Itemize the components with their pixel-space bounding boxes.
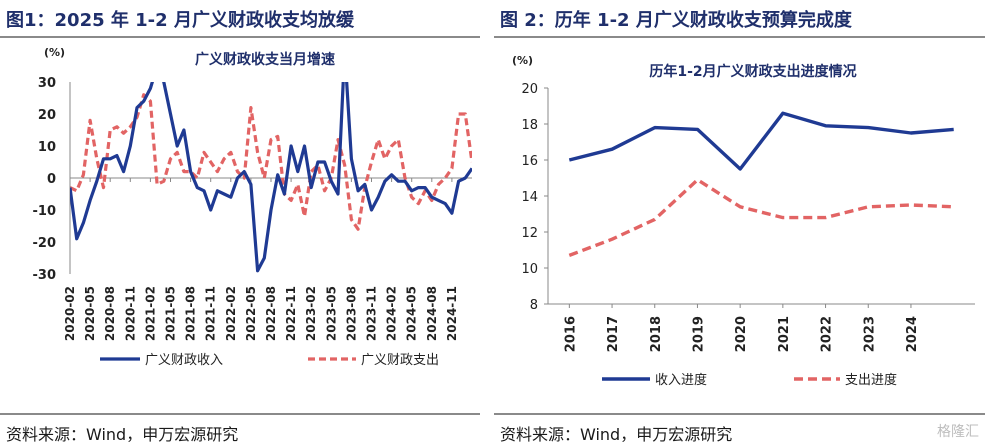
x-tick-label: 2020-11 (123, 286, 137, 341)
x-tick-label: 2024 (905, 316, 920, 352)
y-axis-unit-label: (%) (512, 54, 533, 67)
y-tick-label: 8 (530, 298, 538, 313)
expense-growth-line (70, 93, 472, 231)
watermark-text: 格隆汇 (937, 424, 979, 440)
y-tick-label: 14 (521, 190, 538, 205)
y-tick-label: 20 (38, 108, 56, 123)
y-tick-label: -30 (33, 268, 57, 283)
x-tick-label: 2024-11 (445, 286, 459, 341)
x-tick-label: 2019 (691, 316, 706, 352)
right-source-note: 资料来源：Wind，申万宏源研究 (500, 425, 733, 444)
right-bottom-rule (494, 413, 985, 415)
legend-expense-label: 支出进度 (845, 372, 897, 388)
left-figure-panel: 图1：2025 年 1-2 月广义财政收支均放缓 广义财政收支当月增速 (%) -3… (0, 0, 480, 448)
expense-progress-line (568, 178, 954, 257)
y-tick-label: -20 (33, 236, 57, 251)
y-tick-label: 30 (38, 76, 56, 91)
x-tick-label: 2023-05 (324, 286, 338, 341)
x-tick-label: 2022-05 (244, 286, 258, 341)
right-figure-panel: 图 2：历年 1-2 月广义财政收支预算完成度 历年1-2月广义财政支出进度情况… (494, 0, 985, 448)
legend-income-label: 收入进度 (655, 372, 707, 388)
chart-title: 广义财政收支当月增速 (195, 51, 335, 68)
x-tick-label: 2023-02 (304, 286, 318, 341)
y-tick-label: 0 (47, 172, 56, 187)
x-tick-label: 2018 (649, 316, 664, 352)
x-tick-label: 2017 (606, 316, 621, 352)
y-tick-label: 10 (521, 262, 538, 277)
y-tick-label: 18 (521, 118, 538, 133)
y-axis-unit-label: (%) (44, 46, 65, 59)
y-tick-label: 16 (521, 154, 538, 169)
legend-income-label: 广义财政收入 (145, 353, 223, 368)
x-tick-label: 2022 (820, 316, 835, 352)
x-tick-label: 2020-05 (83, 286, 97, 341)
x-tick-label: 2020-02 (63, 286, 77, 341)
x-tick-label: 2021-05 (164, 286, 178, 341)
x-tick-label: 2022-11 (284, 286, 298, 341)
left-top-rule (0, 36, 480, 38)
monthly-growth-chart: 广义财政收支当月增速 (%) -30 -20 -10 0 10 20 30 2020-02 2020… (33, 46, 472, 368)
x-tick-label: 2016 (563, 316, 578, 352)
x-tick-label: 2023 (862, 316, 877, 352)
right-figure-title: 图 2：历年 1-2 月广义财政收支预算完成度 (500, 10, 852, 31)
income-progress-line (568, 111, 954, 171)
y-tick-label: -10 (33, 204, 57, 219)
left-figure-title: 图1：2025 年 1-2 月广义财政收支均放缓 (6, 10, 354, 31)
legend-expense-label: 广义财政支出 (361, 353, 439, 368)
x-tick-label: 2023-11 (365, 286, 379, 341)
x-tick-label: 2022-02 (224, 286, 238, 341)
x-tick-label: 2024-05 (405, 286, 419, 341)
income-growth-line (70, 82, 472, 273)
y-tick-label: 12 (521, 226, 538, 241)
x-tick-label: 2024-02 (385, 286, 399, 341)
x-tick-label: 2021 (777, 316, 792, 352)
x-tick-label: 2021-08 (184, 286, 198, 341)
y-tick-label: 10 (38, 140, 56, 155)
y-tick-label: 20 (521, 82, 538, 97)
left-bottom-rule (0, 413, 480, 415)
x-tick-label: 2023-08 (344, 286, 358, 341)
x-tick-label: 2021-11 (204, 286, 218, 341)
right-top-rule (494, 36, 985, 38)
budget-progress-chart: 历年1-2月广义财政支出进度情况 (%) 8 10 12 14 16 18 20 2016 2017… (512, 54, 975, 388)
x-tick-label: 2020-08 (103, 286, 117, 341)
chart-title: 历年1-2月广义财政支出进度情况 (649, 63, 856, 80)
x-tick-label: 2022-08 (264, 286, 278, 341)
x-tick-label: 2020 (734, 316, 749, 352)
left-source-note: 资料来源：Wind，申万宏源研究 (6, 425, 239, 444)
x-tick-label: 2024-08 (425, 286, 439, 341)
x-tick-label: 2021-02 (143, 286, 157, 341)
